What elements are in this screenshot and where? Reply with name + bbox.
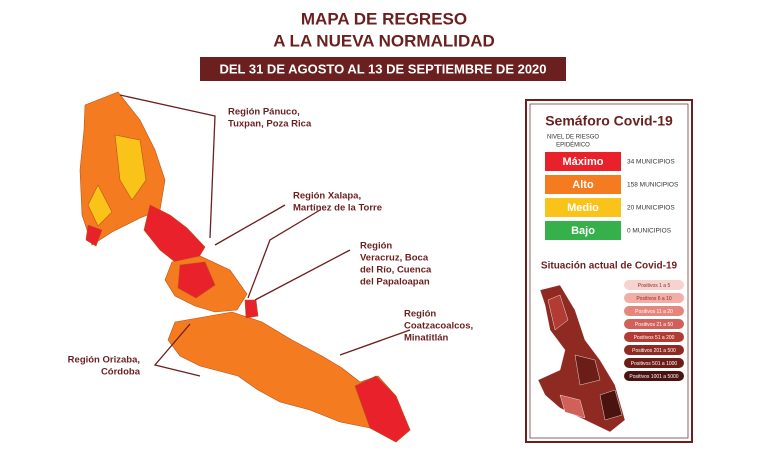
level-name: Máximo bbox=[563, 156, 604, 168]
legend-swatch bbox=[624, 332, 684, 342]
legend-label: Positivos 11 a 20 bbox=[635, 309, 673, 315]
mini-map bbox=[537, 284, 626, 433]
region-label: Minatitlán bbox=[404, 333, 449, 344]
level-bar bbox=[545, 152, 621, 171]
level-bar bbox=[545, 221, 621, 240]
dates: DEL 31 DE AGOSTO AL 13 DE SEPTIEMBRE DE … bbox=[219, 61, 546, 76]
region-label: Martínez de la Torre bbox=[293, 203, 382, 214]
level-count: 0 MUNICIPIOS bbox=[627, 228, 672, 235]
level-count: 34 MUNICIPIOS bbox=[627, 159, 675, 166]
title: A LA NUEVA NORMALIDAD bbox=[273, 31, 495, 50]
legend-label: Positivos 501 a 1000 bbox=[631, 361, 678, 367]
level-bar bbox=[545, 175, 621, 194]
legend-label: Positivos 6 a 10 bbox=[636, 296, 672, 302]
situacion-title: Situación actual de Covid-19 bbox=[541, 261, 678, 272]
legend-label: Positivos 1 a 5 bbox=[638, 283, 671, 289]
region-label: del Río, Cuenca bbox=[360, 265, 432, 276]
region-label: Tuxpan, Poza Rica bbox=[228, 119, 312, 130]
legend: Positivos 1 a 5 Positivos 6 a 10 Positivos… bbox=[624, 280, 684, 381]
legend-swatch bbox=[624, 358, 684, 368]
legend-label: Positivos 201 a 500 bbox=[632, 348, 676, 354]
region-label: Región bbox=[404, 309, 436, 320]
semaforo-title: Semáforo Covid-19 bbox=[545, 113, 673, 129]
region-label: Córdoba bbox=[101, 367, 141, 378]
legend-swatch bbox=[624, 280, 684, 290]
region-label: del Papaloapan bbox=[360, 277, 430, 288]
level-bar bbox=[545, 198, 621, 217]
region-labels: Región Pánuco,Tuxpan, Poza Rica Región Xa… bbox=[68, 107, 474, 378]
region-label: Región bbox=[360, 241, 392, 252]
risk-label: EPIDÉMICO bbox=[556, 142, 590, 149]
level-count: 158 MUNICIPIOS bbox=[627, 182, 679, 189]
legend-label: Positivos 1001 a 5000 bbox=[629, 374, 678, 380]
legend-label: Positivos 51 a 200 bbox=[634, 335, 675, 341]
legend-swatch bbox=[624, 345, 684, 355]
leader-lines bbox=[119, 94, 411, 377]
legend-swatch bbox=[624, 371, 684, 381]
levels: Máximo 34 MUNICIPIOS Alto 158 MUNICIPIOS Med… bbox=[545, 152, 679, 240]
level-name: Bajo bbox=[571, 225, 595, 237]
region-label: Región Pánuco, bbox=[228, 107, 300, 118]
panel-inner bbox=[529, 103, 689, 439]
legend-swatch bbox=[624, 319, 684, 329]
state-map bbox=[79, 91, 411, 443]
region-label: Región Orizaba, bbox=[68, 355, 140, 366]
level-name: Alto bbox=[572, 179, 594, 191]
legend-swatch bbox=[624, 306, 684, 316]
region-label: Veracruz, Boca bbox=[360, 253, 429, 264]
level-count: 20 MUNICIPIOS bbox=[627, 205, 675, 212]
legend-label: Positivos 21 a 50 bbox=[635, 322, 673, 328]
title: MAPA DE REGRESO bbox=[301, 9, 467, 28]
legend-swatch bbox=[624, 293, 684, 303]
risk-label: NIVEL DE RIESGO bbox=[547, 135, 599, 141]
region-label: Región Xalapa, bbox=[293, 191, 361, 202]
date-banner bbox=[200, 57, 566, 81]
level-name: Medio bbox=[567, 202, 599, 214]
region-label: Coatzacoalcos, bbox=[404, 321, 473, 332]
